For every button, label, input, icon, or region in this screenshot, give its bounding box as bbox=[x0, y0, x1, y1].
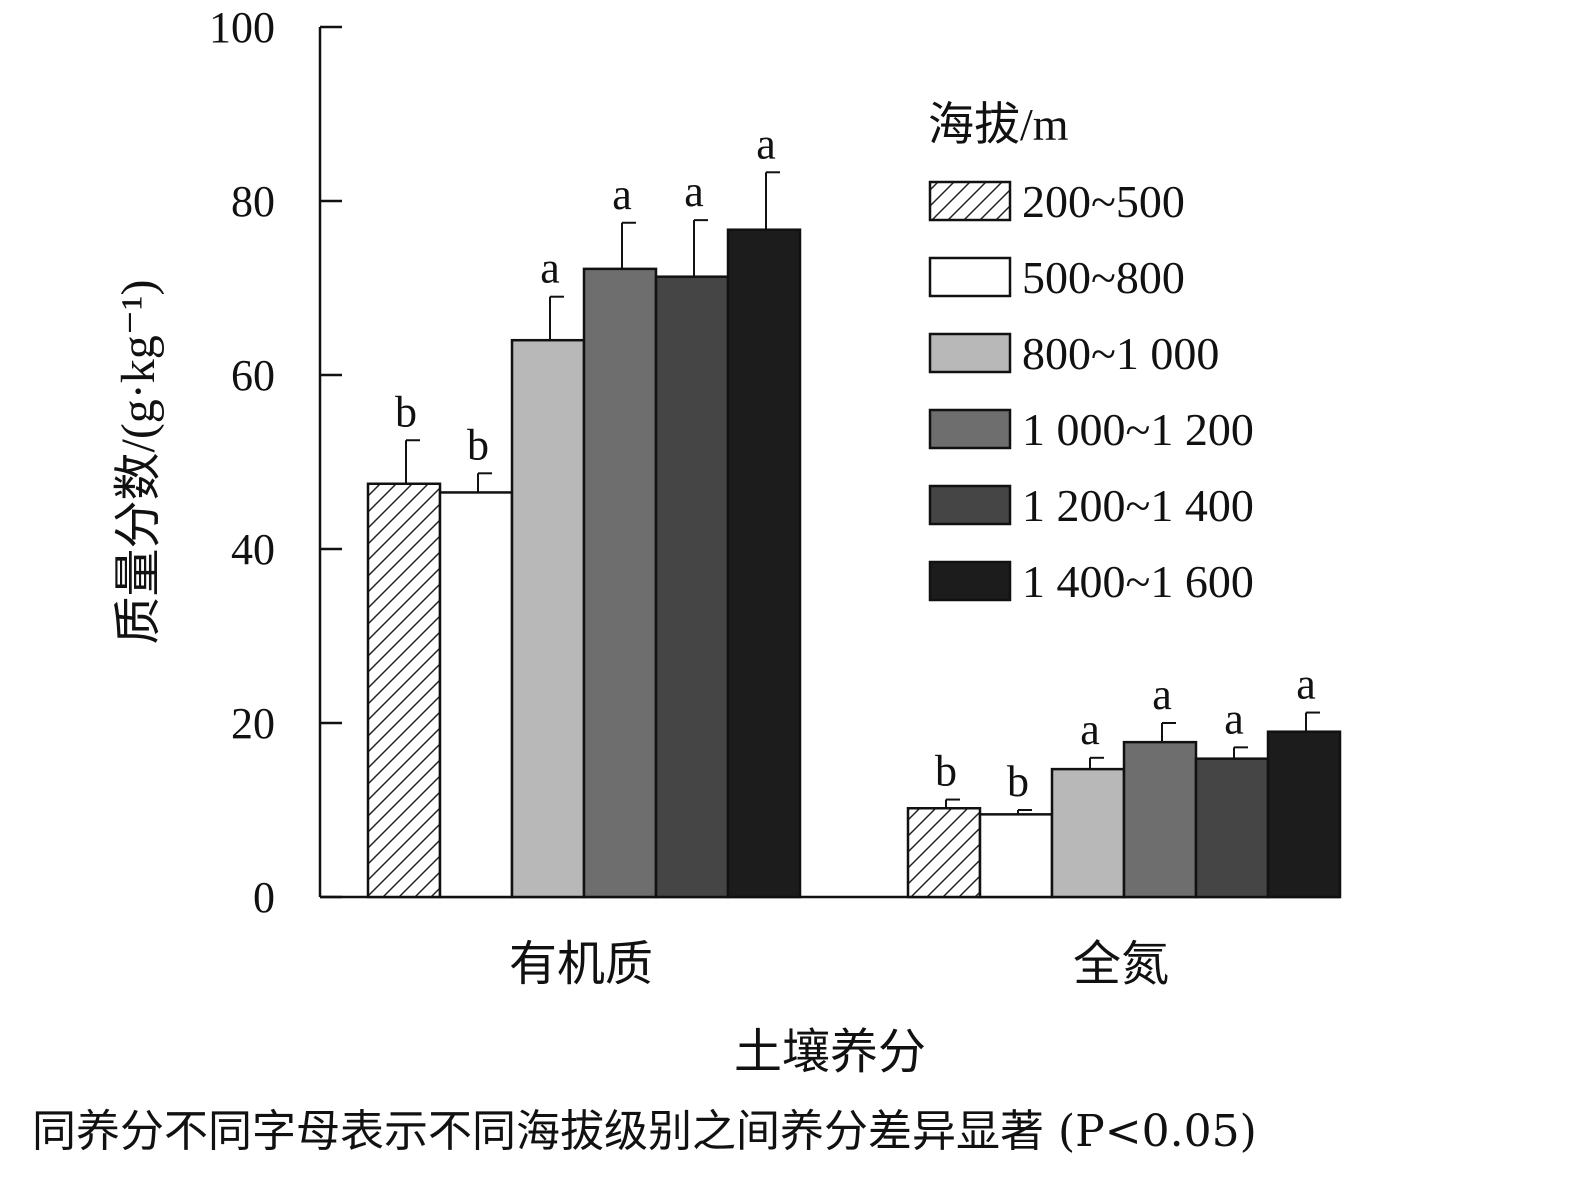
significance-label: a bbox=[684, 167, 704, 216]
y-tick-label: 40 bbox=[231, 525, 275, 574]
bar bbox=[1194, 757, 1270, 899]
significance-label: a bbox=[756, 119, 776, 168]
y-tick-label: 0 bbox=[253, 873, 275, 922]
legend-swatch bbox=[928, 256, 1012, 298]
y-tick-label: 20 bbox=[231, 699, 275, 748]
legend-swatch bbox=[928, 332, 1012, 374]
legend-swatch bbox=[928, 484, 1012, 526]
bar bbox=[1050, 767, 1126, 899]
bar bbox=[1266, 730, 1342, 899]
legend-label: 500~800 bbox=[1022, 252, 1185, 303]
x-category-label: 全氮 bbox=[1073, 938, 1169, 991]
bar bbox=[1122, 740, 1198, 899]
y-tick-label: 60 bbox=[231, 351, 275, 400]
significance-label: a bbox=[612, 170, 632, 219]
significance-label: a bbox=[540, 244, 560, 293]
bar bbox=[366, 482, 442, 899]
legend-label: 200~500 bbox=[1022, 176, 1185, 227]
legend: 200~500 500~800 800~1 000 1 000~1 200 1 200~… bbox=[928, 176, 1254, 607]
bar bbox=[906, 807, 982, 899]
significance-label: a bbox=[1080, 705, 1100, 754]
bar bbox=[654, 275, 730, 899]
legend-label: 1 400~1 600 bbox=[1022, 556, 1254, 607]
legend-label: 1 200~1 400 bbox=[1022, 480, 1254, 531]
bar bbox=[726, 228, 802, 899]
x-axis: 有机质 全氮 bbox=[320, 895, 1340, 991]
legend-label: 1 000~1 200 bbox=[1022, 404, 1254, 455]
y-axis-title: 质量分数/(g·kg⁻¹) bbox=[112, 279, 165, 644]
legend-swatch bbox=[928, 180, 1012, 222]
legend-swatch bbox=[928, 408, 1012, 450]
bar bbox=[978, 813, 1054, 899]
y-axis: 0 20 40 60 80 100 bbox=[209, 3, 342, 922]
significance-label: b bbox=[467, 420, 489, 469]
bar-chart: 0 20 40 60 80 100 有机质 全氮 b b a a a a b b a a a a 200~500 5… bbox=[112, 3, 1342, 1079]
x-axis-title: 土壤养分 bbox=[734, 1026, 926, 1079]
legend-swatch bbox=[928, 560, 1012, 602]
legend-title: 海拔/m bbox=[928, 99, 1069, 150]
legend-label: 800~1 000 bbox=[1022, 328, 1219, 379]
figure-note: 同养分不同字母表示不同海拔级别之间养分差异显著 (P<0.05) bbox=[32, 1106, 1257, 1157]
significance-label: b bbox=[1007, 757, 1029, 806]
bars: b b a a a a b b a a a a bbox=[366, 119, 1342, 899]
significance-label: b bbox=[395, 387, 417, 436]
significance-label: a bbox=[1224, 694, 1244, 743]
significance-label: a bbox=[1152, 670, 1172, 719]
bar bbox=[582, 267, 658, 899]
significance-label: a bbox=[1296, 660, 1316, 709]
bar bbox=[438, 491, 514, 899]
x-category-label: 有机质 bbox=[509, 938, 653, 991]
significance-label: b bbox=[935, 747, 957, 796]
bar bbox=[510, 338, 586, 899]
y-tick-label: 100 bbox=[209, 3, 275, 52]
y-tick-label: 80 bbox=[231, 177, 275, 226]
